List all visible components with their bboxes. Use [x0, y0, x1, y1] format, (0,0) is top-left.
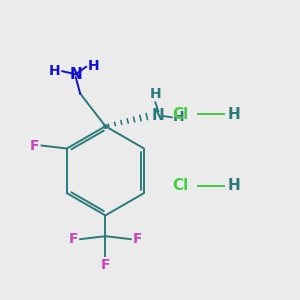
Text: N: N	[152, 108, 165, 123]
Text: H: H	[88, 59, 99, 73]
Text: F: F	[101, 258, 110, 272]
Text: F: F	[30, 139, 39, 152]
Text: H: H	[227, 107, 240, 122]
Text: H: H	[227, 178, 240, 193]
Text: H: H	[173, 110, 185, 124]
Text: Cl: Cl	[172, 178, 189, 193]
Text: H: H	[149, 87, 161, 101]
Text: Cl: Cl	[172, 107, 189, 122]
Text: N: N	[69, 67, 82, 82]
Text: F: F	[133, 232, 142, 246]
Text: F: F	[68, 232, 78, 246]
Text: H: H	[49, 64, 61, 78]
